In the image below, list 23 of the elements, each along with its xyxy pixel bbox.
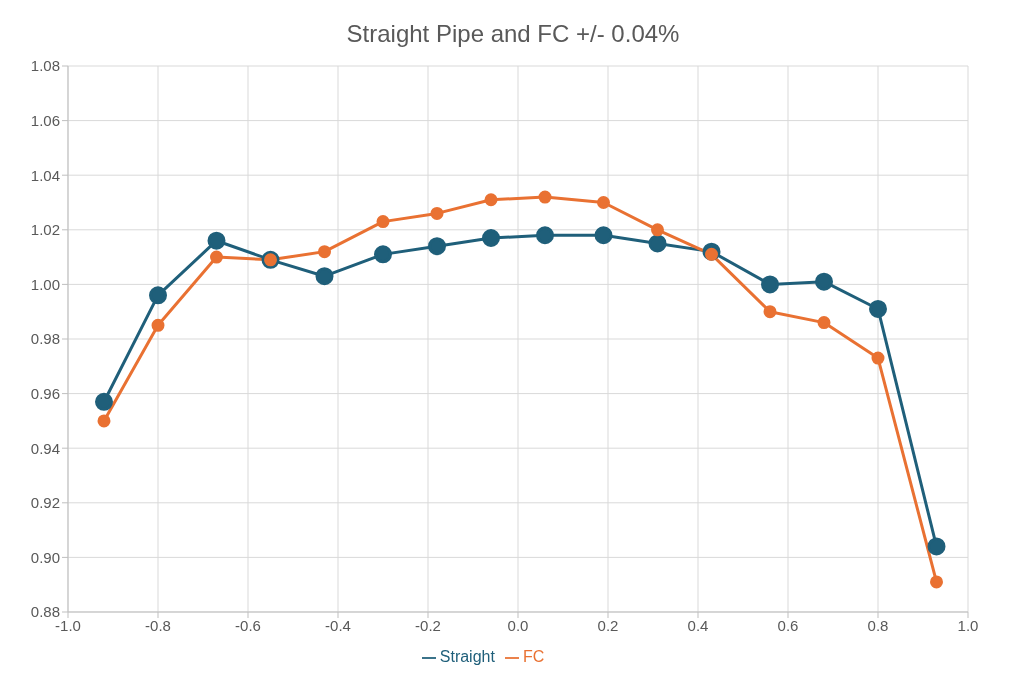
y-tick-label: 1.08 xyxy=(30,57,60,75)
chart-title: Straight Pipe and FC +/- 0.04% xyxy=(345,20,681,48)
x-tick-label: 0.2 xyxy=(597,616,619,634)
x-tick-label: 0.0 xyxy=(507,616,529,634)
y-tick-label: 0.96 xyxy=(30,384,60,402)
y-tick-label: 1.00 xyxy=(30,275,60,293)
y-tick-label: 0.90 xyxy=(30,548,60,566)
legend-label: Straight xyxy=(439,648,495,665)
x-tick-label: 0.8 xyxy=(867,616,889,634)
y-tick-label: 0.92 xyxy=(30,494,60,512)
x-tick-label: 1.0 xyxy=(957,616,979,634)
x-tick-label: 0.4 xyxy=(687,616,709,634)
x-tick-label: -0.4 xyxy=(325,616,351,634)
y-tick-label: 1.04 xyxy=(30,166,60,184)
y-tick-label: 1.02 xyxy=(30,221,60,239)
y-tick-label: 0.98 xyxy=(30,330,60,348)
legend-label: FC xyxy=(522,648,545,665)
x-tick-label: -0.8 xyxy=(145,616,171,634)
y-tick-label: 1.06 xyxy=(30,111,60,129)
x-tick-label: -0.6 xyxy=(235,616,261,634)
x-tick-label: 0.6 xyxy=(777,616,799,634)
x-tick-label: -0.2 xyxy=(415,616,441,634)
y-tick-label: 0.94 xyxy=(30,439,60,457)
